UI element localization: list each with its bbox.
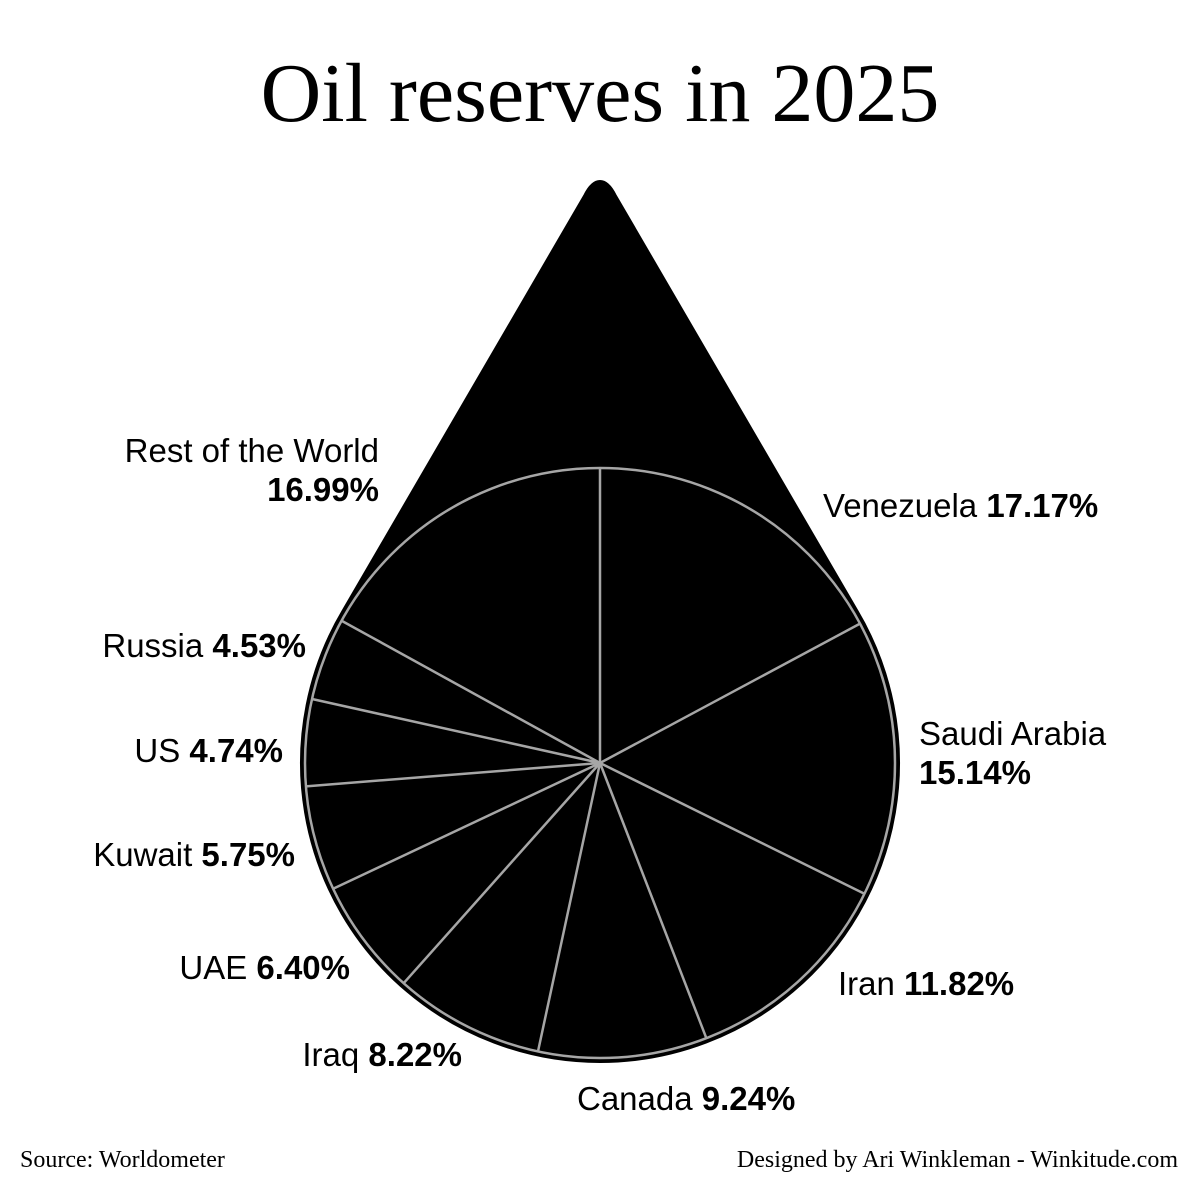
slice-label-canada: Canada 9.24% <box>577 1080 795 1117</box>
slice-label-kuwait: Kuwait 5.75% <box>93 836 295 873</box>
slice-labels: Venezuela 17.17% Saudi Arabia 15.14% Iran 1… <box>93 432 1107 1117</box>
slice-label-russia: Russia 4.53% <box>102 627 306 664</box>
footer-source: Source: Worldometer <box>20 1147 225 1173</box>
slice-divider <box>536 762 602 1052</box>
slice-label-rest-of-the-world: Rest of the World 16.99% <box>125 432 379 508</box>
slice-divider <box>305 761 601 788</box>
slice-divider <box>340 619 601 765</box>
slice-dividers <box>305 468 865 1052</box>
slice-label-us: US 4.74% <box>134 732 283 769</box>
footer-credit: Designed by Ari Winkleman - Winkitude.co… <box>736 1147 1178 1173</box>
slice-divider <box>599 761 865 895</box>
slice-label-saudi-arabia: Saudi Arabia 15.14% <box>919 715 1107 791</box>
slice-label-iran: Iran 11.82% <box>838 965 1014 1002</box>
slice-label-venezuela: Venezuela 17.17% <box>823 487 1098 524</box>
chart-title: Oil reserves in 2025 <box>260 47 940 140</box>
slice-divider <box>402 762 601 985</box>
slice-label-uae: UAE 6.40% <box>179 949 350 986</box>
slice-label-iraq: Iraq 8.22% <box>302 1036 462 1073</box>
slice-divider <box>599 622 861 765</box>
slice-divider <box>598 762 708 1039</box>
slice-divider <box>311 697 601 765</box>
slice-divider <box>332 761 601 890</box>
